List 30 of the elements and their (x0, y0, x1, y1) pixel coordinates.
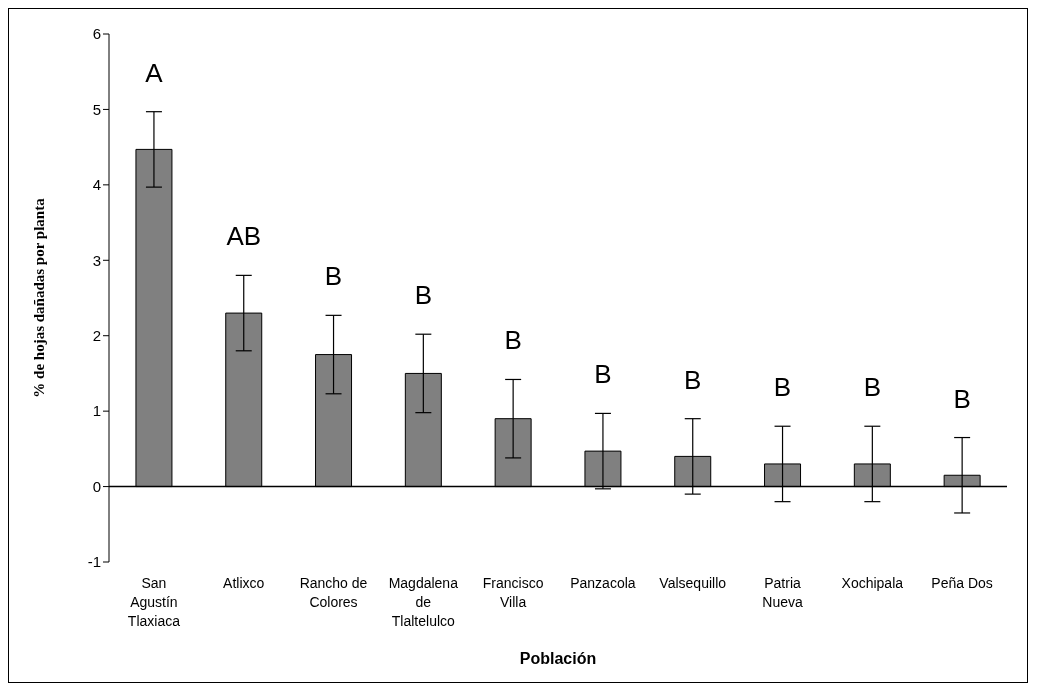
annotation: B (684, 364, 702, 395)
y-tick-label: 6 (92, 25, 101, 43)
annotation: A (145, 57, 164, 88)
y-tick-label: 0 (92, 477, 101, 495)
y-tick-label: 1 (92, 402, 101, 420)
x-tick-label: Magdalena de Tlaltelulco (388, 575, 459, 629)
y-tick-label: 3 (92, 251, 101, 269)
x-tick-label: Francisco Villa (482, 575, 544, 610)
y-tick-label: -1 (87, 553, 101, 571)
x-axis-title: Población (519, 650, 597, 667)
annotation: B (504, 325, 522, 356)
x-tick-label: Peña Dos (931, 575, 993, 591)
annotation: B (324, 261, 343, 292)
annotation: B (863, 372, 882, 403)
x-tick-label: Rancho de Colores (299, 575, 368, 610)
x-tick-label: Patria Nueva (762, 575, 803, 610)
y-tick-label: 5 (92, 100, 101, 118)
y-axis-title: % de hojas dañadas por planta (31, 197, 48, 398)
x-tick-label: Valsequillo (659, 575, 727, 591)
annotation: B (773, 372, 792, 403)
x-tick-label: Xochipala (841, 575, 904, 591)
annotation: B (953, 383, 971, 414)
annotation: AB (226, 221, 262, 252)
x-tick-label: Panzacola (570, 575, 636, 591)
annotation: B (594, 359, 612, 390)
y-tick-label: 2 (92, 327, 101, 345)
annotation: B (414, 280, 433, 311)
x-tick-label: San Agustín Tlaxiaca (127, 575, 181, 629)
y-tick-label: 4 (92, 176, 101, 194)
x-tick-label: Atlixco (223, 575, 265, 591)
